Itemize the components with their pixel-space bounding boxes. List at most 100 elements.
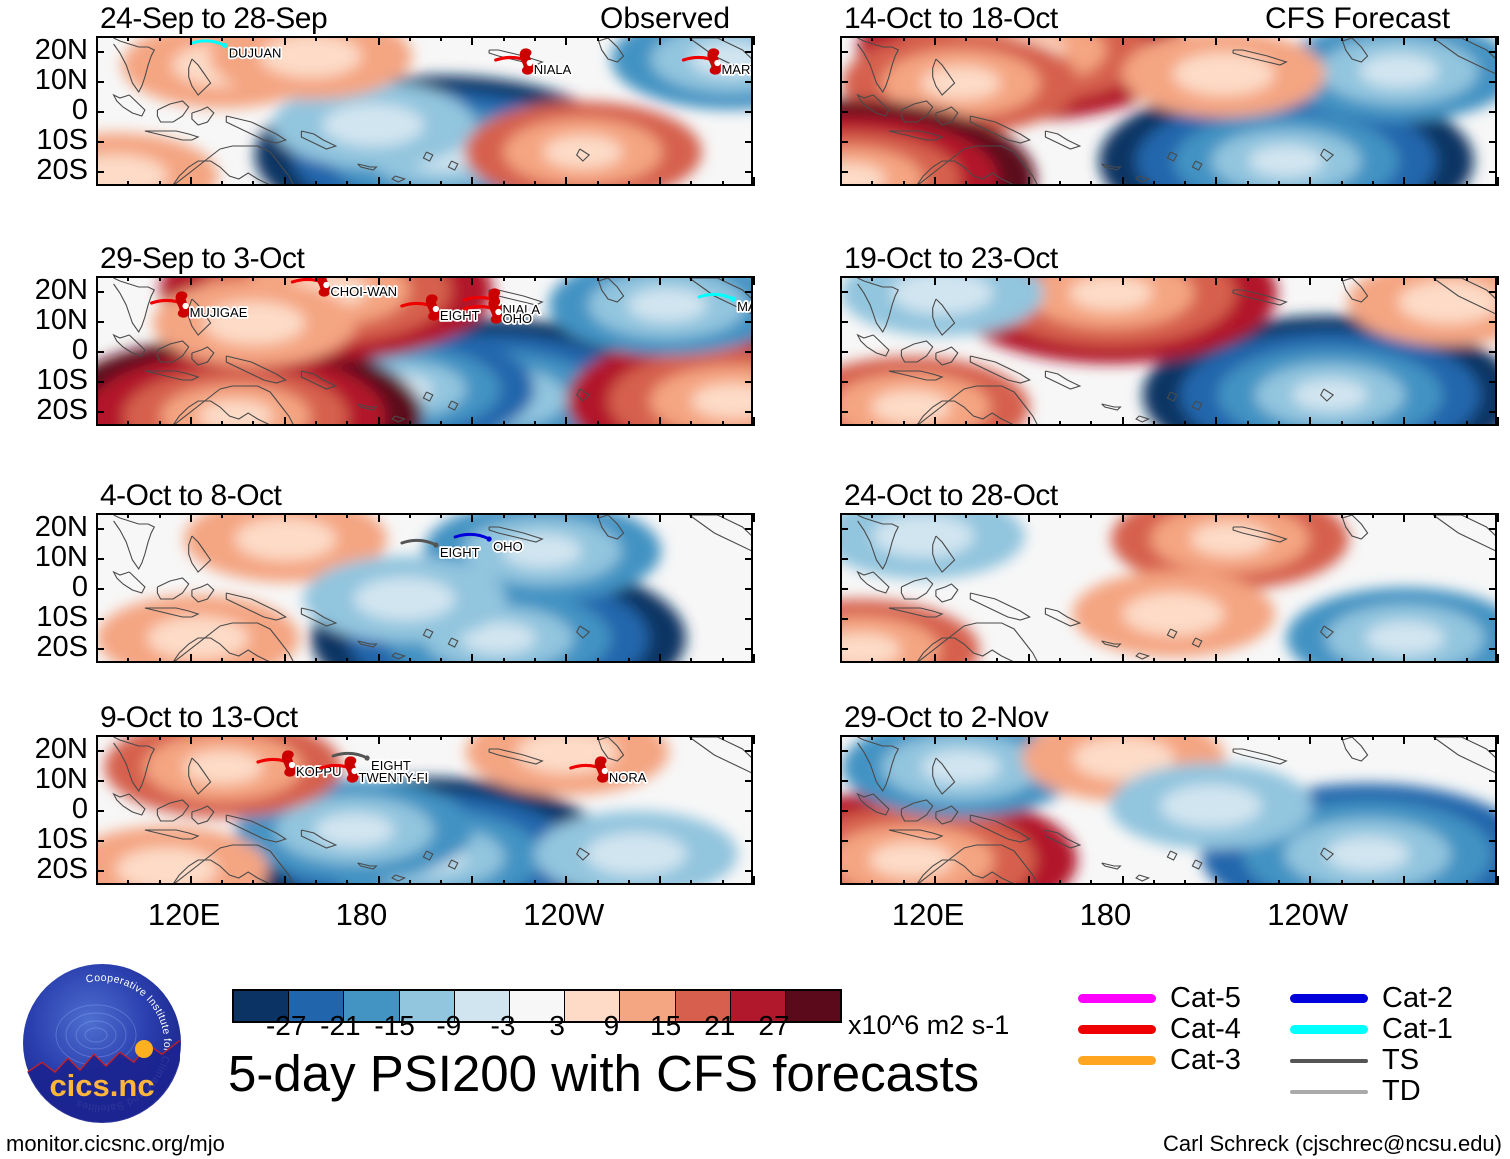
storm-name-label: OHO	[502, 311, 532, 326]
y-axis-tick-label: 0	[71, 94, 88, 126]
svg-text:MARTY: MARTY	[721, 62, 753, 77]
storm-point	[433, 542, 439, 548]
y-axis-tick-label: 10N	[34, 64, 88, 96]
coastlines	[856, 38, 1495, 184]
map-panel: DUJUANDUJUANNIALANIALAMARTYMARTY	[96, 36, 753, 186]
storm-legend-label: TD	[1382, 1075, 1421, 1107]
footer-url[interactable]: monitor.cicsnc.org/mjo	[6, 1131, 225, 1156]
colorbar-tick-label: 27	[758, 1010, 790, 1041]
coastlines	[112, 278, 751, 424]
colorbar-swatch	[399, 991, 455, 1021]
hurricane-symbol-icon	[519, 48, 534, 75]
svg-text:EIGHT: EIGHT	[440, 308, 480, 323]
svg-text:OHO: OHO	[493, 539, 523, 554]
colorbar-tick-label: 3	[549, 1010, 565, 1041]
storm-legend-item: Cat-5	[1078, 983, 1241, 1014]
map-panel	[840, 735, 1497, 885]
storm-legend-swatch	[1290, 1025, 1368, 1034]
y-axis-tick-label: 0	[71, 334, 88, 366]
storm-name-label: KOPPU	[296, 764, 342, 779]
storm-legend-item: TS	[1290, 1045, 1453, 1076]
psi200-contour-field	[842, 38, 1495, 184]
psi200-contour-field	[842, 278, 1495, 424]
storm-name-label: CHOI-WAN	[330, 284, 397, 299]
coastlines	[856, 737, 1495, 883]
y-axis-tick-label: 10N	[34, 304, 88, 336]
storm-legend-swatch	[1078, 1056, 1156, 1065]
coastlines	[112, 515, 751, 661]
panel-title: 9-Oct to 13-Oct	[100, 701, 298, 734]
contour-bands	[98, 737, 738, 883]
storm-point	[364, 755, 370, 761]
svg-text:TWENTY-FI: TWENTY-FI	[359, 770, 429, 785]
storm-legend-label: Cat-5	[1170, 982, 1241, 1014]
svg-text:EIGHT: EIGHT	[371, 758, 411, 773]
map-panel: KOPPU KOPPU EIGHT EIGHT TWENTY-FI TWENTY-FI NO…	[96, 735, 753, 885]
svg-text:NORA: NORA	[609, 770, 647, 785]
storm-legend-item: Cat-1	[1290, 1014, 1453, 1045]
storm-legend-swatch	[1290, 1058, 1368, 1063]
x-axis-tick-label: 120E	[891, 897, 965, 932]
psi200-contour-field: DUJUANDUJUANNIALANIALAMARTYMARTY	[98, 38, 753, 184]
hurricane-symbol-icon	[344, 756, 359, 783]
storm-point	[222, 42, 228, 49]
storm-legend-swatch	[1078, 1025, 1156, 1034]
storm-point	[486, 536, 492, 542]
footer-credit: Carl Schreck (cjschrec@ncsu.edu)	[1163, 1131, 1502, 1156]
hurricane-symbol-icon	[281, 750, 297, 777]
storm-name-label: MARTY	[737, 299, 753, 314]
contour-bands	[842, 515, 1495, 661]
x-axis-tick-label: 180	[1079, 897, 1132, 932]
panel-title: 19-Oct to 23-Oct	[844, 242, 1058, 275]
map-panel	[840, 276, 1497, 426]
svg-text:MARTY: MARTY	[737, 299, 753, 314]
storm-legend-swatch	[1290, 994, 1368, 1003]
contour-bands	[842, 278, 1495, 424]
y-axis-tick-label: 20S	[36, 853, 88, 885]
storm-name-label: MUJIGAE	[190, 305, 248, 320]
svg-text:MUJIGAE: MUJIGAE	[190, 305, 248, 320]
psi200-contour-field	[842, 515, 1495, 661]
storm-track	[189, 39, 227, 47]
y-axis-tick-label: 10S	[36, 601, 88, 633]
storm-legend-label: Cat-4	[1170, 1013, 1241, 1045]
cics-nc-logo: Cooperative Institute for Climate and Sa…	[22, 963, 182, 1123]
storm-legend-left: Cat-5 Cat-4 Cat-3	[1078, 983, 1241, 1076]
storm-track	[453, 532, 491, 541]
colorbar-swatch	[454, 991, 510, 1021]
y-axis-tick-label: 20N	[34, 34, 88, 66]
x-axis-tick-label: 120W	[1267, 897, 1349, 932]
contour-bands	[98, 515, 686, 661]
x-axis-tick-label: 180	[335, 897, 388, 932]
storm-legend-item: Cat-3	[1078, 1045, 1241, 1076]
svg-text:DUJUAN: DUJUAN	[229, 46, 282, 61]
colorbar-tick-label: 15	[650, 1010, 682, 1041]
storm-legend-item: Cat-4	[1078, 1014, 1241, 1045]
hurricane-symbol-icon	[175, 291, 190, 318]
colorbar-swatch	[509, 991, 566, 1021]
svg-text:EIGHT: EIGHT	[440, 545, 480, 560]
storm-name-label: MARTY	[721, 62, 753, 77]
svg-text:OHO: OHO	[502, 311, 532, 326]
psi200-contour-field: MUJIGAEMUJIGAECHOI-WANCHOI-WANEIGHTEIGHT…	[98, 278, 753, 424]
colorbar-tick-label: -27	[265, 1010, 307, 1041]
storm-legend-label: Cat-1	[1382, 1013, 1453, 1045]
storm-name-label: NIALA	[534, 62, 572, 77]
storm-name-label: TWENTY-FI	[359, 770, 429, 785]
storm-name-label: EIGHT	[440, 308, 480, 323]
y-axis-tick-label: 10S	[36, 823, 88, 855]
map-panel	[840, 513, 1497, 663]
panel-title: 24-Sep to 28-Sep	[100, 2, 328, 35]
storm-legend-item: TD	[1290, 1076, 1453, 1107]
hurricane-symbol-icon	[488, 297, 503, 324]
colorbar-tick-label: -15	[374, 1010, 415, 1041]
y-axis-tick-label: 20N	[34, 511, 88, 543]
panel-title: 4-Oct to 8-Oct	[100, 479, 282, 512]
coastlines	[112, 737, 751, 883]
y-axis-tick-label: 20S	[36, 154, 88, 186]
coastlines	[856, 278, 1495, 424]
colorbar-swatch	[785, 991, 841, 1021]
y-axis-tick-label: 10N	[34, 541, 88, 573]
y-axis-tick-label: 20N	[34, 274, 88, 306]
